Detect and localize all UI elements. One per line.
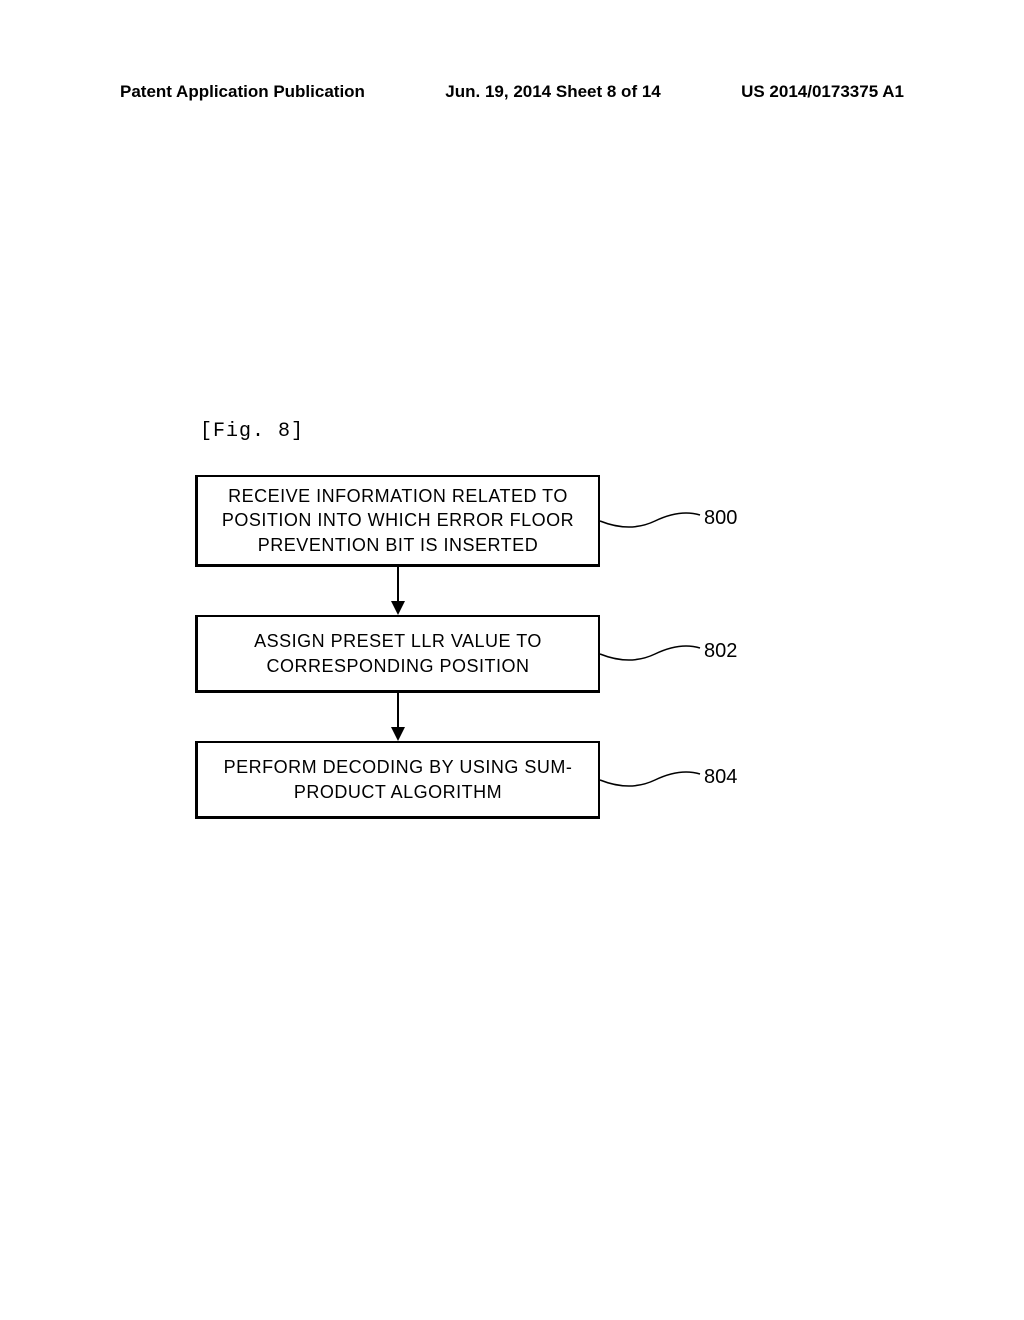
flowchart-arrow — [388, 567, 408, 615]
header-left: Patent Application Publication — [120, 82, 365, 102]
flowchart-step: PERFORM DECODING BY USING SUM-PRODUCT AL… — [195, 741, 600, 819]
step-label: 802 — [704, 640, 737, 663]
flowchart-arrow — [388, 693, 408, 741]
step-text: RECEIVE INFORMATION RELATED TO POSITION … — [210, 484, 586, 557]
step-text: PERFORM DECODING BY USING SUM-PRODUCT AL… — [210, 755, 586, 804]
callout-connector — [600, 636, 700, 672]
step-label: 804 — [704, 766, 737, 789]
header-center: Jun. 19, 2014 Sheet 8 of 14 — [445, 82, 660, 102]
callout-connector — [600, 762, 700, 798]
page-header: Patent Application Publication Jun. 19, … — [0, 82, 1024, 102]
flowchart-step: ASSIGN PRESET LLR VALUE TO CORRESPONDING… — [195, 615, 600, 693]
step-label: 800 — [704, 507, 737, 530]
callout-connector — [600, 503, 700, 539]
step-text: ASSIGN PRESET LLR VALUE TO CORRESPONDING… — [210, 629, 586, 678]
figure-label: [Fig. 8] — [200, 420, 304, 443]
header-right: US 2014/0173375 A1 — [741, 82, 904, 102]
flowchart-step: RECEIVE INFORMATION RELATED TO POSITION … — [195, 475, 600, 567]
